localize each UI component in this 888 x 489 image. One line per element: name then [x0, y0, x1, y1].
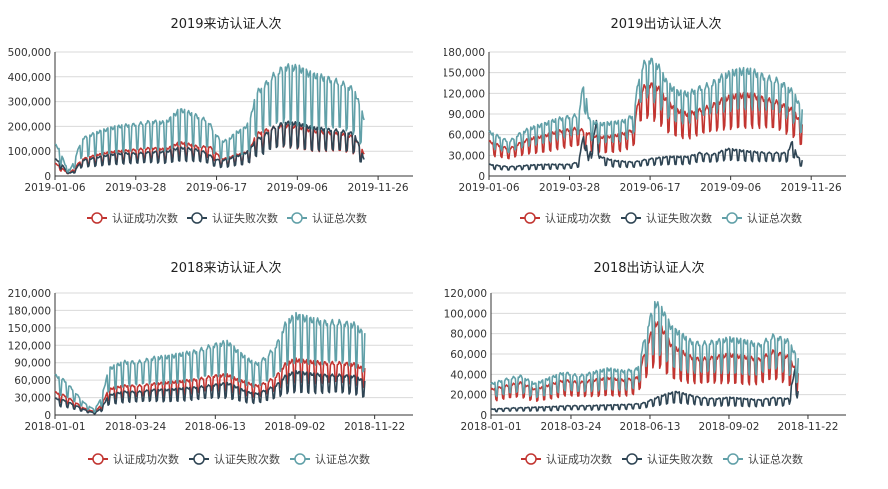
x-tick-label: 2019-03-28: [105, 182, 166, 194]
series-line-success: [54, 357, 366, 414]
legend-label: 认证失败次数: [214, 452, 280, 466]
x-tick-label: 2019-09-06: [700, 182, 761, 194]
x-tick-label: 2019-06-17: [186, 182, 247, 194]
legend-label: 认证总次数: [312, 211, 367, 225]
y-tick-label: 150,000: [8, 323, 51, 335]
series-line-total: [488, 57, 803, 154]
chart-panel-2019-outbound: 2019出访认证人次 0 30,000 60,000 90,000 120,000 150…: [442, 0, 888, 242]
chart-panel-2018-outbound: 2018出访认证人次 0 20,000 40,000 60,000 80,000 100,…: [444, 242, 888, 485]
x-tick-label: 2018-11-22: [344, 421, 405, 433]
y-tick-label: 90,000: [448, 109, 485, 121]
x-tick-label: 2019-09-06: [267, 182, 328, 194]
series-line-success: [488, 82, 803, 160]
legend-label: 认证成功次数: [545, 211, 611, 225]
legend-label: 认证成功次数: [546, 452, 612, 466]
series-line-total: [490, 300, 799, 399]
y-tick-label: 300,000: [8, 97, 51, 109]
y-tick-label: 500,000: [8, 47, 51, 59]
y-tick-label: 30,000: [448, 150, 485, 162]
chart-panel-2018-inbound: 2018来访认证人次 0 30,000 60,000 90,000 120,000 150…: [0, 242, 444, 485]
legend-label: 认证失败次数: [647, 452, 713, 466]
x-tick-label: 2018-01-01: [460, 421, 521, 433]
chart-2019-inbound: 2019来访认证人次 0 100,000 200,000 300,000 400,000…: [8, 16, 413, 225]
legend-label: 认证成功次数: [112, 211, 178, 225]
x-tick-label: 2018-11-22: [777, 421, 838, 433]
x-tick-label: 2018-01-01: [24, 421, 85, 433]
legend-item-fail[interactable]: 认证失败次数: [187, 211, 278, 225]
y-tick-label: 90,000: [14, 358, 51, 370]
legend-label: 认证总次数: [748, 452, 803, 466]
chart-title: 2018来访认证人次: [170, 260, 281, 276]
x-tick-label: 2019-01-06: [458, 182, 519, 194]
y-tick-label: 80,000: [450, 329, 487, 341]
chart-title: 2019出访认证人次: [610, 16, 721, 32]
y-tick-label: 60,000: [14, 375, 51, 387]
y-tick-label: 100,000: [8, 146, 51, 158]
legend-item-total[interactable]: 认证总次数: [290, 452, 370, 466]
chart-2019-outbound: 2019出访认证人次 0 30,000 60,000 90,000 120,000 150…: [442, 16, 846, 225]
legend-item-success[interactable]: 认证成功次数: [521, 452, 612, 466]
x-tick-label: 2018-03-24: [540, 421, 601, 433]
series-line-fail: [490, 367, 799, 413]
legend-item-total[interactable]: 认证总次数: [287, 211, 367, 225]
legend: 认证成功次数 认证失败次数 认证总次数: [88, 452, 370, 466]
series-line-total: [54, 311, 366, 413]
y-tick-label: 30,000: [14, 393, 51, 405]
x-tick-label: 2019-11-26: [348, 182, 409, 194]
chart-title: 2018出访认证人次: [593, 260, 704, 276]
series-line-success: [490, 321, 799, 402]
legend-label: 认证总次数: [315, 452, 370, 466]
y-tick-label: 0: [478, 171, 485, 183]
legend-item-fail[interactable]: 认证失败次数: [189, 452, 280, 466]
legend-item-total[interactable]: 认证总次数: [723, 452, 803, 466]
x-tick-label: 2018-09-02: [698, 421, 759, 433]
y-tick-label: 60,000: [448, 130, 485, 142]
legend-item-success[interactable]: 认证成功次数: [87, 211, 178, 225]
y-tick-label: 20,000: [450, 390, 487, 402]
x-tick-label: 2019-06-17: [620, 182, 681, 194]
x-tick-label: 2018-06-13: [185, 421, 246, 433]
y-tick-label: 120,000: [444, 288, 487, 300]
x-tick-label: 2019-01-06: [24, 182, 85, 194]
x-tick-label: 2019-11-26: [781, 182, 842, 194]
y-tick-label: 120,000: [8, 340, 51, 352]
legend-item-total[interactable]: 认证总次数: [722, 211, 802, 225]
legend-label: 认证失败次数: [212, 211, 278, 225]
legend: 认证成功次数 认证失败次数 认证总次数: [521, 452, 803, 466]
x-tick-label: 2019-03-28: [539, 182, 600, 194]
y-tick-label: 100,000: [444, 308, 487, 320]
legend-item-success[interactable]: 认证成功次数: [88, 452, 179, 466]
chart-2018-outbound: 2018出访认证人次 0 20,000 40,000 60,000 80,000 100,…: [444, 260, 846, 466]
x-tick-label: 2018-03-24: [105, 421, 166, 433]
legend-item-fail[interactable]: 认证失败次数: [622, 452, 713, 466]
y-tick-label: 0: [44, 171, 51, 183]
legend-item-success[interactable]: 认证成功次数: [520, 211, 611, 225]
series-line-fail: [488, 119, 803, 171]
series-line-total: [54, 63, 365, 173]
y-tick-label: 0: [44, 410, 51, 422]
chart-title: 2019来访认证人次: [170, 16, 281, 32]
legend: 认证成功次数 认证失败次数 认证总次数: [520, 211, 802, 225]
x-tick-label: 2018-09-02: [264, 421, 325, 433]
series-line-fail: [55, 120, 365, 175]
y-tick-label: 180,000: [8, 305, 51, 317]
legend-label: 认证总次数: [747, 211, 802, 225]
legend-item-fail[interactable]: 认证失败次数: [621, 211, 712, 225]
y-tick-label: 180,000: [444, 47, 485, 59]
y-tick-label: 0: [480, 410, 487, 422]
legend: 认证成功次数 认证失败次数 认证总次数: [87, 211, 367, 225]
y-tick-label: 400,000: [8, 72, 51, 84]
x-tick-label: 2018-06-13: [619, 421, 680, 433]
chart-panel-2019-inbound: 2019来访认证人次 0 100,000 200,000 300,000 400,000…: [0, 0, 444, 242]
chart-2018-inbound: 2018来访认证人次 0 30,000 60,000 90,000 120,000 150…: [8, 260, 413, 466]
legend-label: 认证失败次数: [646, 211, 712, 225]
y-tick-label: 40,000: [450, 369, 487, 381]
y-tick-label: 200,000: [8, 121, 51, 133]
y-tick-label: 60,000: [450, 349, 487, 361]
y-tick-label: 120,000: [444, 88, 485, 100]
series-line-fail: [54, 369, 366, 415]
y-tick-label: 210,000: [8, 288, 51, 300]
y-tick-label: 150,000: [444, 68, 485, 80]
legend-label: 认证成功次数: [113, 452, 179, 466]
